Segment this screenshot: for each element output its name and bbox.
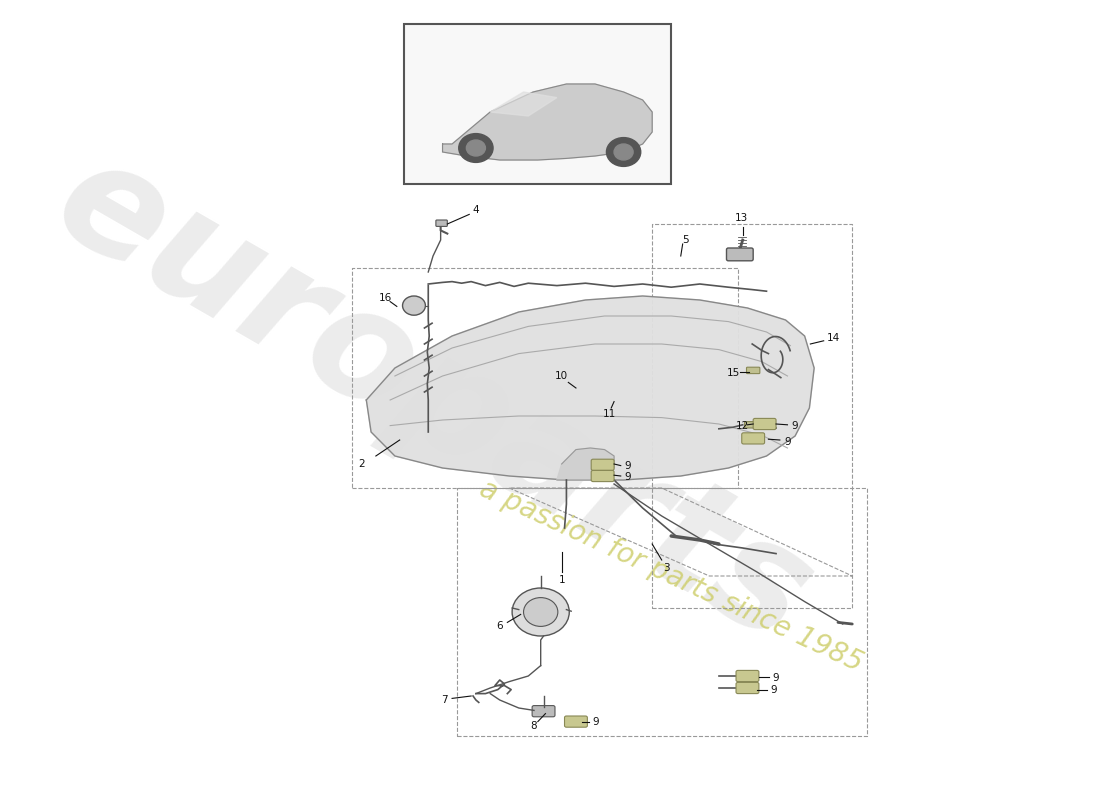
Text: 4: 4 [473,205,480,214]
Circle shape [459,134,493,162]
Text: 1: 1 [559,575,565,585]
Text: 7: 7 [441,695,448,705]
Circle shape [403,296,426,315]
Text: 9: 9 [792,421,799,430]
Circle shape [466,140,485,156]
FancyBboxPatch shape [741,433,764,444]
FancyBboxPatch shape [591,459,614,470]
Circle shape [614,144,634,160]
Polygon shape [491,92,557,116]
Circle shape [606,138,640,166]
Text: 11: 11 [603,409,616,418]
Text: 15: 15 [726,368,740,378]
Text: 13: 13 [735,214,748,223]
FancyBboxPatch shape [591,470,614,482]
Text: 9: 9 [593,717,600,726]
FancyBboxPatch shape [564,716,587,727]
FancyBboxPatch shape [754,418,776,430]
FancyBboxPatch shape [736,682,759,694]
Circle shape [524,598,558,626]
FancyBboxPatch shape [532,706,556,717]
Polygon shape [366,296,814,480]
Text: 9: 9 [784,437,791,446]
Text: 3: 3 [663,563,670,573]
Polygon shape [442,84,652,160]
Text: 5: 5 [682,235,689,245]
Text: 14: 14 [826,333,839,342]
Text: 16: 16 [378,293,392,302]
Circle shape [513,588,570,636]
Text: 9: 9 [624,462,630,471]
Text: 2: 2 [359,459,365,469]
FancyBboxPatch shape [736,670,759,682]
Text: 12: 12 [736,421,749,430]
FancyBboxPatch shape [726,248,754,261]
FancyBboxPatch shape [436,220,448,226]
Text: a passion for parts since 1985: a passion for parts since 1985 [475,474,867,678]
Text: europarts: europarts [30,124,836,676]
Text: 8: 8 [530,721,537,730]
Bar [405,24,671,184]
FancyBboxPatch shape [745,422,760,428]
Text: 9: 9 [624,472,630,482]
Text: 10: 10 [556,371,569,381]
Text: 9: 9 [771,686,778,695]
Text: 9: 9 [772,673,780,682]
Polygon shape [557,448,614,480]
Text: 6: 6 [496,621,503,630]
FancyBboxPatch shape [747,367,760,374]
